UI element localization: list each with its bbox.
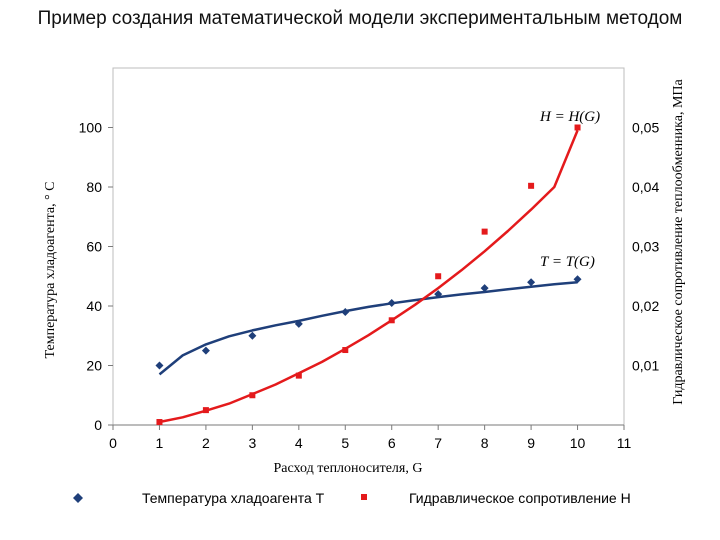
legend-label-resistance: Гидравлическое сопротивление Н: [409, 490, 631, 506]
data-point-resistance: [249, 392, 256, 399]
data-point-temperature: [573, 275, 582, 284]
annotation-t: T = T(G): [540, 254, 595, 270]
x-tick-label: 3: [248, 435, 256, 451]
data-point-resistance: [481, 228, 488, 235]
data-point-temperature: [434, 290, 443, 299]
data-point-temperature: [480, 284, 489, 293]
y-left-tick-label: 20: [86, 358, 102, 374]
series-line-temperature: [158, 280, 578, 376]
annotation-h: H = H(G): [539, 109, 600, 125]
data-point-resistance: [528, 182, 535, 189]
data-point-temperature: [294, 319, 303, 328]
y-left-tick-label: 60: [86, 239, 102, 255]
y-axis-right-title: Гидравлическое сопротивление теплообменн…: [671, 78, 686, 404]
chart-series: [155, 124, 582, 426]
data-point-resistance: [202, 407, 209, 414]
y-left-tick-label: 80: [86, 179, 102, 195]
legend: Температура хладоагента Т Гидравлическое…: [73, 490, 631, 506]
data-point-resistance: [156, 419, 163, 426]
legend-label-temperature: Температура хладоагента Т: [142, 490, 325, 506]
legend-marker-resistance: [361, 494, 367, 500]
y-left-tick-label: 40: [86, 298, 102, 314]
x-tick-label: 5: [341, 435, 349, 451]
data-point-temperature: [527, 278, 536, 287]
y-right-tick-label: 0,05: [632, 120, 659, 136]
y-axis-left-title: Температура хладоагента, ° С: [43, 181, 58, 358]
y-right-tick-label: 0,01: [632, 358, 659, 374]
data-point-temperature: [201, 346, 210, 355]
data-point-temperature: [155, 361, 164, 370]
y-left-tick-label: 0: [94, 417, 102, 433]
data-point-temperature: [248, 331, 257, 340]
data-point-resistance: [388, 317, 395, 324]
y-right-tick-label: 0,02: [632, 298, 659, 314]
x-tick-label: 6: [388, 435, 396, 451]
page-title: Пример создания математической модели эк…: [37, 8, 683, 29]
legend-marker-temperature: [73, 493, 83, 503]
data-point-resistance: [435, 273, 442, 280]
data-point-temperature: [387, 299, 396, 308]
y-left-tick-label: 100: [79, 120, 103, 136]
x-tick-label: 2: [202, 435, 210, 451]
data-point-resistance: [342, 347, 349, 354]
y-right-tick-label: 0,03: [632, 239, 659, 255]
x-tick-label: 10: [570, 435, 586, 451]
data-point-temperature: [341, 307, 350, 316]
x-tick-label: 0: [109, 435, 117, 451]
series-line-resistance: [159, 130, 579, 424]
chart-ticks: 0 1 2 3 4 5 6 7 8 9 10 11 0 20 40 60 80 100 0,01 0,02 0,03 0,…: [79, 120, 660, 452]
x-tick-label: 7: [434, 435, 442, 451]
x-axis-title: Расход теплоносителя, G: [274, 461, 423, 476]
x-tick-label: 9: [527, 435, 535, 451]
x-tick-label: 1: [156, 435, 164, 451]
data-point-resistance: [295, 372, 302, 379]
data-point-resistance: [574, 124, 581, 131]
x-tick-label: 11: [617, 435, 632, 451]
x-tick-label: 4: [295, 435, 303, 451]
x-tick-label: 8: [481, 435, 489, 451]
y-right-tick-label: 0,04: [632, 179, 659, 195]
